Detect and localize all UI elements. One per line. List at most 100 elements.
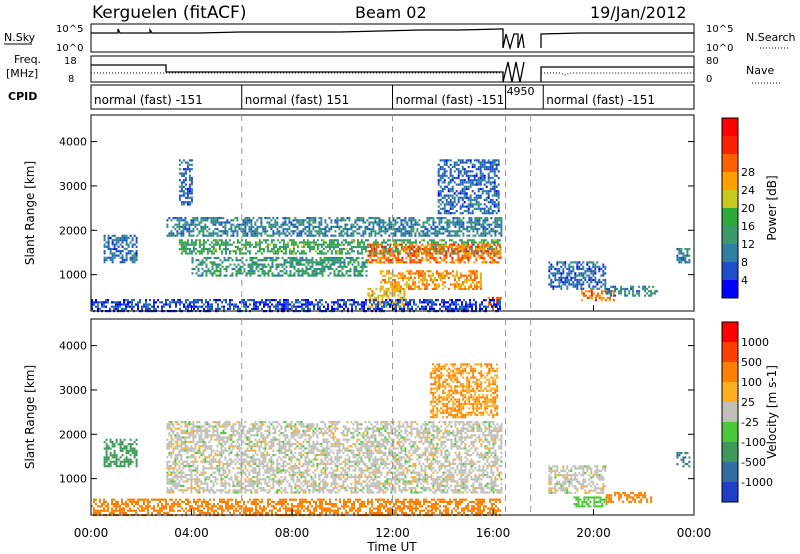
- velocity-cell: [188, 423, 191, 426]
- velocity-cell: [186, 456, 189, 459]
- power-cell: [253, 272, 256, 275]
- velocity-cell: [172, 469, 175, 472]
- power-cell: [572, 281, 575, 284]
- power-cell: [308, 219, 311, 222]
- power-cell: [243, 263, 246, 266]
- power-cell: [388, 221, 391, 224]
- power-cell: [389, 285, 392, 288]
- power-cell: [584, 294, 587, 297]
- power-cell: [550, 278, 553, 282]
- power-cell: [381, 256, 384, 259]
- power-cell: [478, 234, 481, 237]
- power-cell: [221, 305, 223, 308]
- power-cell: [329, 256, 332, 260]
- power-cell: [135, 254, 138, 257]
- power-cell: [395, 305, 397, 308]
- velocity-cell: [200, 425, 203, 428]
- power-cell: [105, 241, 108, 244]
- power-cell: [217, 265, 220, 268]
- velocity-cell: [180, 484, 183, 487]
- power-cell: [350, 248, 353, 251]
- velocity-cell: [111, 454, 114, 457]
- velocity-cell: [176, 478, 179, 481]
- power-cell: [472, 221, 475, 224]
- power-cell: [342, 228, 345, 231]
- power-cell: [485, 196, 488, 199]
- power-cell: [310, 230, 313, 233]
- power-cell: [554, 267, 557, 271]
- power-cell: [184, 172, 187, 175]
- power-cell: [239, 307, 241, 310]
- velocity-cell: [113, 462, 116, 466]
- power-cell: [306, 239, 309, 242]
- power-cell: [325, 256, 328, 260]
- power-cell: [426, 217, 429, 220]
- power-cell: [578, 265, 581, 268]
- power-cell: [578, 281, 581, 284]
- power-cell: [361, 256, 364, 260]
- power-cell: [379, 287, 382, 291]
- power-cell: [413, 252, 416, 255]
- power-cell: [411, 307, 413, 310]
- velocity-cell: [192, 469, 195, 472]
- power-cell: [225, 301, 227, 304]
- nsky-panel: N.Sky 10^5 10^0 10^5 10^0 N.Search: [4, 23, 796, 54]
- power-cell: [357, 270, 360, 273]
- power-cell: [483, 212, 486, 215]
- power-cell: [296, 243, 299, 246]
- power-cell: [334, 250, 337, 253]
- power-cell: [208, 232, 211, 235]
- power-cell: [475, 276, 478, 279]
- power-cell: [426, 241, 429, 244]
- power-cell: [477, 179, 480, 182]
- power-cell: [200, 230, 203, 233]
- power-cell: [410, 241, 413, 244]
- power-cell: [255, 263, 258, 266]
- power-cell: [477, 254, 480, 257]
- power-cell: [376, 217, 379, 220]
- power-cell: [197, 263, 200, 266]
- velocity-cell: [135, 451, 138, 455]
- power-cell: [264, 225, 267, 228]
- power-cell: [180, 243, 183, 246]
- power-cell: [344, 239, 347, 242]
- power-cell: [267, 263, 270, 266]
- power-cell: [333, 263, 336, 266]
- power-cell: [493, 168, 496, 171]
- power-cell: [373, 301, 375, 304]
- power-cell: [387, 290, 390, 293]
- velocity-cell: [109, 451, 112, 455]
- power-cell: [401, 248, 404, 251]
- power-cell: [566, 274, 569, 277]
- power-cell: [487, 254, 490, 257]
- power-cell: [123, 258, 126, 262]
- power-cell: [438, 221, 441, 224]
- power-cell: [584, 276, 587, 279]
- power-cell: [115, 243, 118, 246]
- velocity-cell: [111, 443, 114, 446]
- power-cell: [479, 163, 482, 166]
- power-cell: [440, 245, 443, 248]
- power-cell: [182, 168, 185, 171]
- power-cell: [349, 299, 351, 302]
- power-cell: [485, 299, 487, 302]
- power-cell: [172, 232, 175, 235]
- power-cell: [182, 223, 185, 226]
- power-cell: [448, 234, 451, 237]
- power-cell: [201, 272, 204, 275]
- power-cell: [225, 274, 228, 277]
- velocity-cell: [166, 480, 169, 483]
- power-cell: [309, 259, 312, 262]
- power-cell: [440, 219, 443, 222]
- power-cell: [186, 221, 189, 224]
- velocity-cell: [192, 462, 195, 465]
- power-cell: [121, 254, 124, 257]
- power-cell: [295, 305, 297, 308]
- power-cell: [453, 307, 455, 310]
- power-cell: [479, 179, 482, 182]
- power-cell: [336, 221, 339, 224]
- power-ytick-label: 4000: [59, 136, 87, 149]
- power-cell: [127, 252, 130, 255]
- power-cell: [422, 232, 425, 235]
- power-cell: [441, 190, 444, 193]
